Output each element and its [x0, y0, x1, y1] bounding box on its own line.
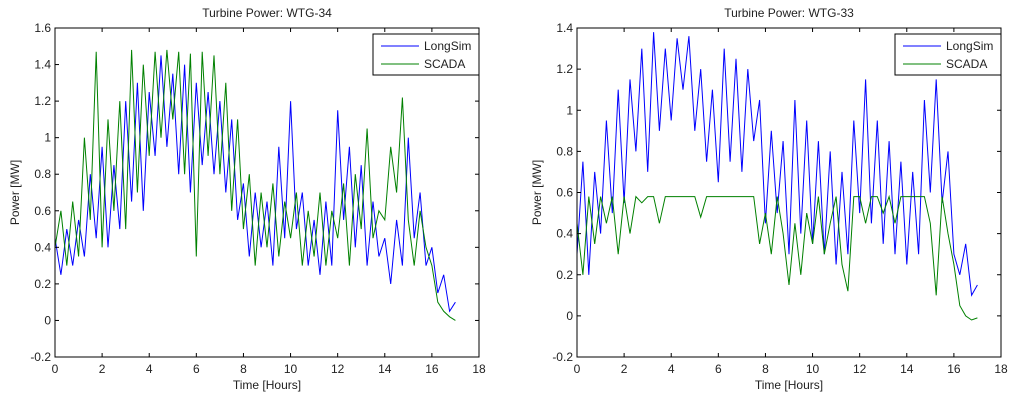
y-tick-label: 1	[566, 103, 573, 117]
y-tick-label: 1.6	[34, 21, 51, 35]
x-tick-label: 12	[331, 362, 345, 376]
x-tick-label: 2	[621, 362, 628, 376]
legend-label: SCADA	[946, 57, 987, 71]
x-axis-label: Time [Hours]	[233, 378, 301, 392]
series-line-longsim	[54, 55, 456, 313]
y-tick-label: 1.4	[34, 58, 51, 72]
x-tick-label: 2	[99, 362, 106, 376]
x-tick-label: 16	[425, 362, 439, 376]
chart-0: 0 2 4 6 8 10 12 14 16 18-0.200.20.40.60.811.21.41…	[8, 6, 486, 392]
chart-title: Turbine Power: WTG-33	[724, 6, 854, 20]
legend-label: LongSim	[424, 39, 471, 53]
x-tick-label: 12	[853, 362, 867, 376]
legend: LongSim SCADA	[372, 33, 480, 76]
y-tick-label: 0.2	[34, 277, 51, 291]
x-tick-label: 18	[472, 362, 486, 376]
x-tick-label: 18	[994, 362, 1008, 376]
y-tick-label: 0.8	[34, 167, 51, 181]
x-tick-label: 4	[146, 362, 153, 376]
x-tick-label: 16	[947, 362, 961, 376]
y-tick-label: -0.2	[552, 350, 573, 364]
y-axis-label: Power [MW]	[530, 160, 544, 225]
legend: LongSim SCADA	[894, 33, 1002, 76]
series-line-scada	[576, 194, 978, 321]
x-tick-label: 4	[668, 362, 675, 376]
y-axis-label: Power [MW]	[8, 160, 22, 225]
x-tick-label: 0	[52, 362, 59, 376]
y-tick-label: 0	[566, 309, 573, 323]
x-axis-label: Time [Hours]	[755, 378, 823, 392]
chart-title: Turbine Power: WTG-34	[202, 6, 332, 20]
x-tick-label: 6	[715, 362, 722, 376]
x-tick-label: 14	[900, 362, 914, 376]
y-tick-label: 0.8	[556, 144, 573, 158]
y-tick-label: 1.2	[556, 62, 573, 76]
y-tick-label: 0.4	[556, 227, 573, 241]
plot-area	[55, 28, 479, 357]
y-tick-label: 0.6	[34, 204, 51, 218]
x-tick-label: 0	[574, 362, 581, 376]
legend-box	[372, 33, 480, 76]
legend-label: LongSim	[946, 39, 993, 53]
x-tick-label: 14	[378, 362, 392, 376]
x-tick-label: 6	[193, 362, 200, 376]
y-tick-label: 0.6	[556, 186, 573, 200]
x-tick-label: 8	[240, 362, 247, 376]
y-tick-label: 1	[44, 131, 51, 145]
x-tick-label: 8	[762, 362, 769, 376]
series-line-longsim	[576, 32, 978, 297]
y-tick-label: 0.4	[34, 240, 51, 254]
axes-frame	[54, 27, 480, 358]
x-tick-label: 10	[284, 362, 298, 376]
y-tick-label: 0.2	[556, 268, 573, 282]
y-tick-label: -0.2	[30, 350, 51, 364]
series-line-scada	[54, 49, 456, 321]
y-tick-label: 1.2	[34, 94, 51, 108]
chart-1: 0 2 4 6 8 10 12 14 16 18-0.200.20.40.60.811.21.4T…	[530, 6, 1008, 392]
y-tick-label: 1.4	[556, 21, 573, 35]
y-tick-label: 0	[44, 313, 51, 327]
legend-label: SCADA	[424, 57, 465, 71]
x-tick-label: 10	[806, 362, 820, 376]
legend-box	[894, 33, 1002, 76]
